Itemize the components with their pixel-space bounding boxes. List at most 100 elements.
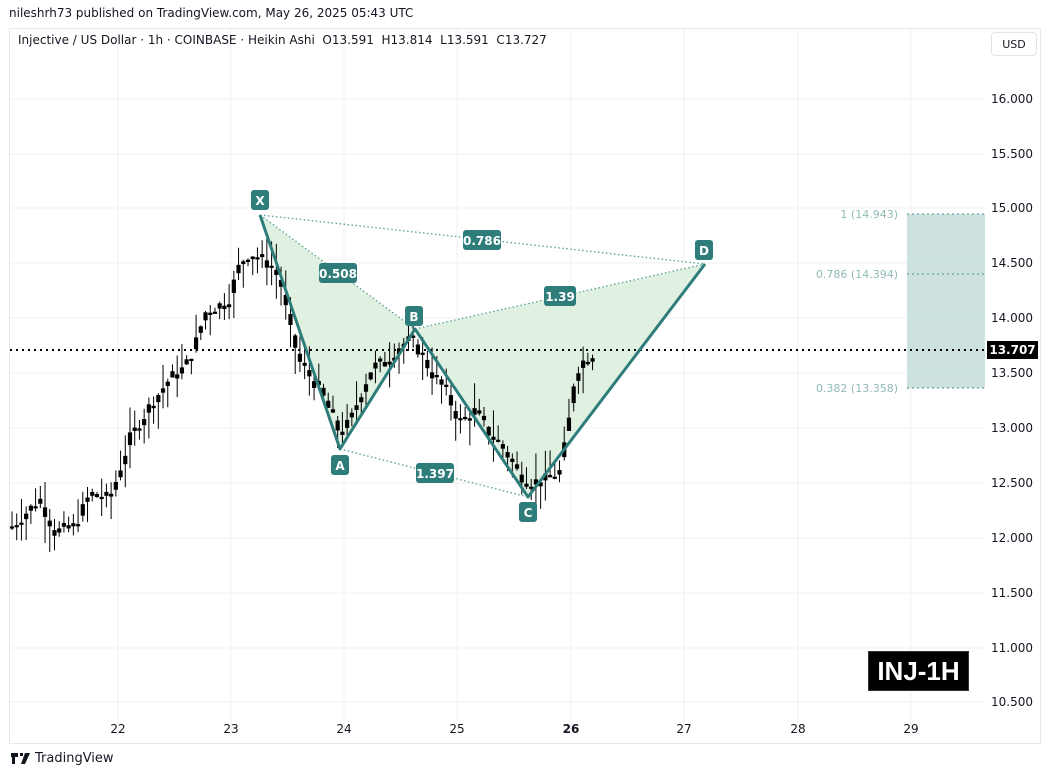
candle-body [378, 358, 383, 362]
candle-body [335, 420, 340, 431]
candle-body [42, 507, 48, 517]
candle-body [212, 311, 218, 314]
candle-body [500, 444, 505, 449]
candle-body [363, 384, 369, 392]
candle-body [198, 326, 203, 333]
published-info: nileshrh73 published on TradingView.com,… [9, 6, 414, 20]
candle-body [184, 359, 189, 365]
svg-text:12.000: 12.000 [991, 531, 1033, 545]
candle-body [283, 294, 288, 306]
svg-text:14.000: 14.000 [991, 311, 1033, 325]
pivot-c: C [519, 502, 537, 522]
candle-body [94, 494, 100, 497]
currency-button[interactable]: USD [991, 32, 1037, 56]
svg-text:27: 27 [676, 722, 691, 736]
candle-body [14, 525, 19, 528]
candle-body [99, 496, 104, 500]
candle-body [524, 483, 529, 487]
candle-body [260, 254, 265, 258]
svg-text:29: 29 [903, 722, 918, 736]
candle-body [236, 264, 241, 274]
candle-body [113, 481, 118, 490]
candlesticks [9, 236, 595, 553]
candle-body [552, 476, 557, 479]
candle-body [297, 353, 303, 362]
candle-body [439, 379, 444, 385]
svg-text:16.000: 16.000 [991, 92, 1033, 106]
candle-body [467, 418, 472, 421]
tradingview-logo[interactable]: TradingView [11, 751, 114, 766]
svg-text:26: 26 [563, 722, 580, 736]
candle-body [179, 367, 185, 374]
candle-body [245, 259, 251, 262]
candle-body [52, 530, 57, 536]
fib-levels [907, 213, 985, 389]
candle-body [453, 411, 458, 419]
fib-labels: 1 (14.943) 0.786 (14.394) 0.382 (13.358) [816, 208, 898, 395]
candle-body [57, 528, 62, 533]
svg-text:25: 25 [449, 722, 464, 736]
svg-text:A: A [335, 459, 345, 473]
candle-body [75, 524, 81, 527]
pivot-d: D [695, 240, 713, 260]
candle-body [585, 361, 590, 365]
candle-body [533, 479, 539, 485]
candle-body [293, 335, 298, 348]
ratio-labels: 0.508 1.397 1.39 0.786 [319, 230, 576, 483]
candle-body [142, 419, 147, 426]
candle-body [227, 304, 232, 308]
candle-body [491, 436, 496, 440]
candle-body [420, 352, 425, 355]
tradingview-icon [11, 753, 30, 764]
candle-body [151, 405, 156, 409]
candle-body [255, 257, 260, 260]
candle-body [557, 470, 562, 475]
candle-body [566, 417, 572, 432]
ratio-label-0508: 0.508 [319, 263, 357, 283]
candle-body [425, 359, 430, 369]
svg-text:0.508: 0.508 [319, 267, 357, 281]
symbol-legend: Injective / US Dollar · 1h · COINBASE · … [18, 33, 547, 47]
target-zone [907, 214, 985, 388]
candle-body [382, 362, 387, 367]
candle-body [345, 419, 350, 428]
svg-text:C: C [524, 506, 533, 520]
candle-body [590, 358, 595, 362]
candle-body [444, 384, 449, 387]
svg-text:15.500: 15.500 [991, 147, 1033, 161]
candle-body [71, 523, 76, 527]
candle-body [274, 269, 279, 275]
fib-label-1: 1 (14.943) [840, 208, 898, 221]
pivot-x: X [251, 190, 269, 210]
candle-body [477, 410, 482, 414]
candle-body [231, 279, 236, 293]
candle-body [576, 373, 581, 381]
candle-body [387, 361, 392, 365]
candle-body [547, 474, 553, 478]
ratio-label-139: 1.39 [544, 286, 576, 306]
candle-body [486, 426, 491, 436]
candle-body [90, 492, 95, 496]
candle-body [217, 303, 222, 309]
candle-body [127, 432, 133, 446]
svg-text:28: 28 [790, 722, 805, 736]
candle-body [581, 360, 586, 368]
svg-text:24: 24 [336, 722, 351, 736]
candle-body [458, 418, 463, 421]
candle-body [175, 374, 180, 379]
candle-body [222, 305, 227, 310]
fib-label-0786: 0.786 (14.394) [816, 268, 898, 281]
pivot-b: B [405, 306, 423, 326]
candle-body [33, 506, 38, 509]
candle-body [170, 371, 175, 378]
harmonic-pattern-legs [258, 214, 707, 499]
candle-body [203, 312, 208, 321]
candle-body [118, 470, 123, 478]
candle-body [429, 372, 435, 379]
candle-body [571, 386, 576, 404]
svg-text:13.000: 13.000 [991, 421, 1033, 435]
candle-body [307, 370, 312, 377]
candle-body [160, 388, 166, 393]
candle-body [156, 395, 161, 403]
